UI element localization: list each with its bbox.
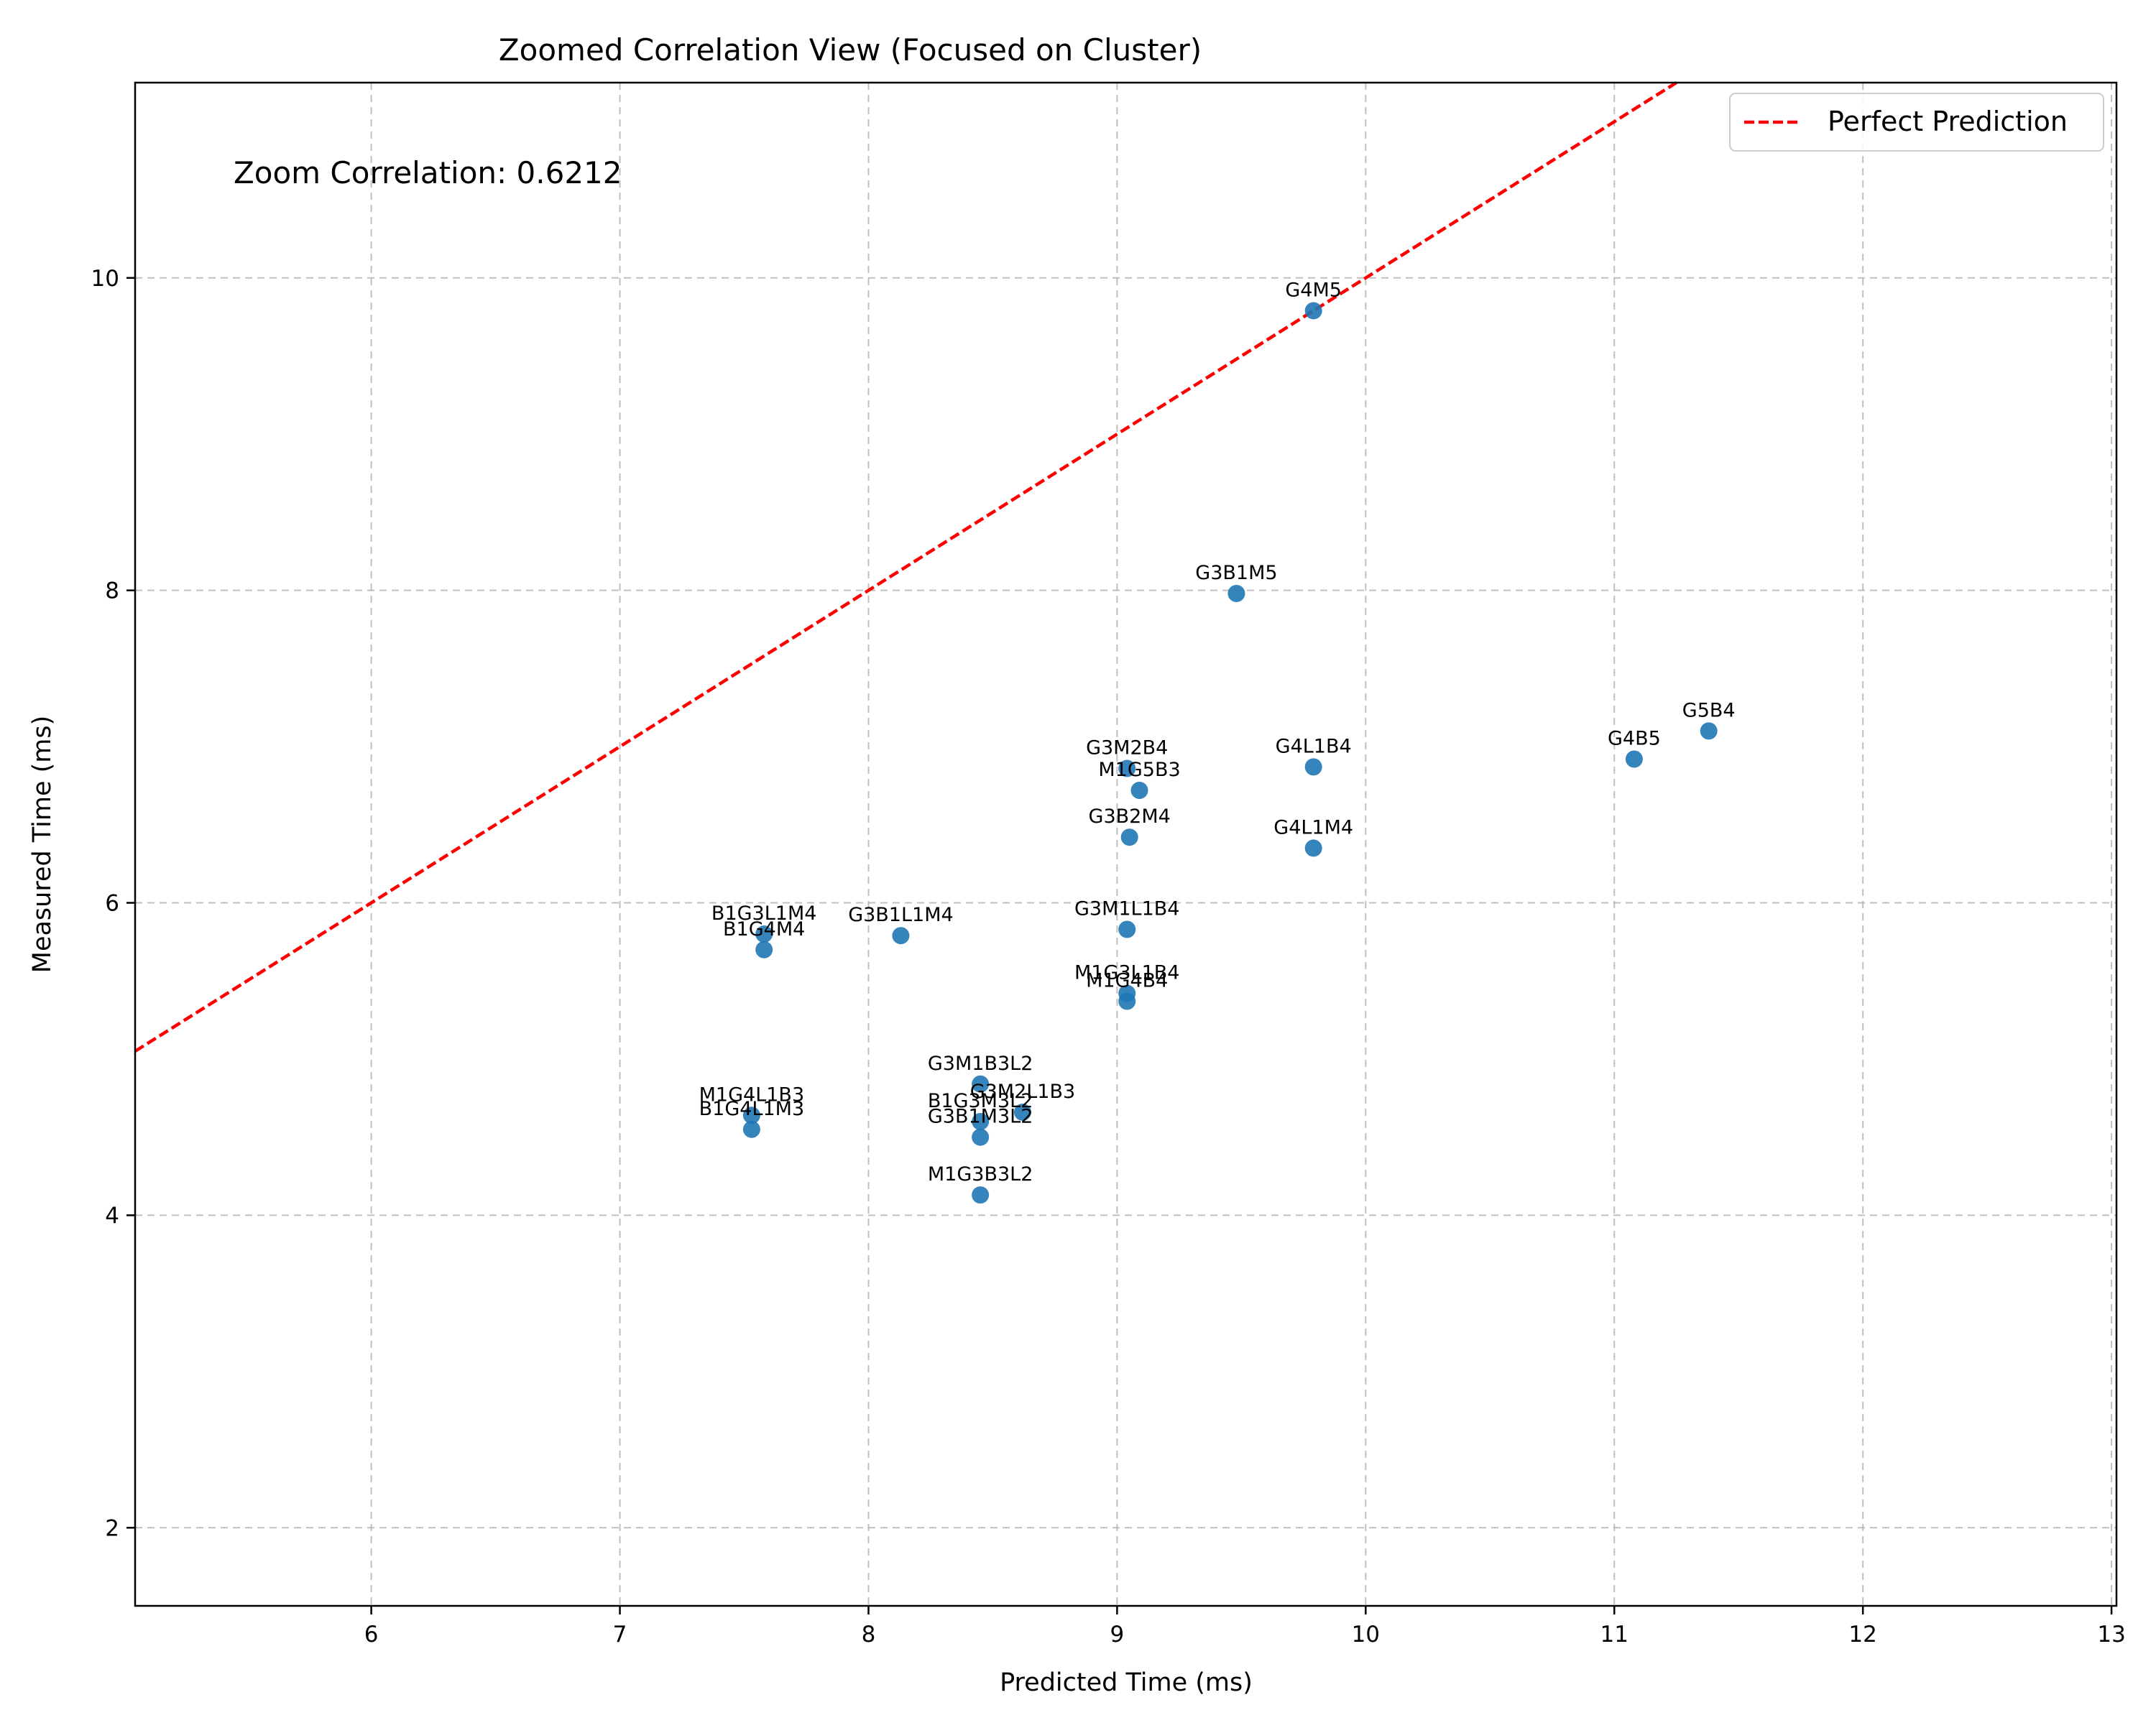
point-g3b1m5 — [1227, 585, 1245, 603]
x-tick-label-11: 11 — [1600, 1622, 1628, 1648]
point-b1g3m3l2 — [972, 1112, 990, 1130]
axis-ticks: 6 7 8 9 10 11 12 13 2 4 6 8 10 — [91, 266, 2126, 1648]
point-m1g4b4 — [1118, 992, 1136, 1010]
grid — [135, 83, 2116, 1606]
y-tick-label-2: 2 — [105, 1515, 119, 1541]
point-label-b1g4m4: B1G4M4 — [723, 918, 805, 941]
point-label-m1g3l1b4: M1G3L1B4 — [1074, 962, 1180, 984]
x-tick-label-8: 8 — [862, 1622, 876, 1648]
point-m1g3b3l2 — [972, 1186, 990, 1204]
perfect-prediction-line — [134, 81, 1677, 1053]
point-label-m1g3b3l2: M1G3B3L2 — [928, 1163, 1033, 1186]
point-label-g5b4: G5B4 — [1682, 699, 1736, 721]
point-g3b1m3l2 — [972, 1128, 990, 1146]
point-b1g4l1m3 — [742, 1120, 760, 1138]
point-label-g3m2b4: G3M2B4 — [1086, 737, 1168, 759]
point-label-g3b1m3l2: G3B1M3L2 — [928, 1106, 1033, 1128]
point-g3m2l1b3 — [1013, 1103, 1031, 1121]
x-tick-label-12: 12 — [1848, 1622, 1876, 1648]
y-tick-label-4: 4 — [105, 1203, 119, 1229]
point-label-g3b1l1m4: G3B1L1M4 — [848, 904, 954, 926]
point-label-g3m1b3l2: G3M1B3L2 — [928, 1053, 1033, 1075]
point-g3b2m4 — [1120, 828, 1138, 846]
point-label-g4b5: G4B5 — [1608, 727, 1661, 749]
point-label-m1g5b3: M1G5B3 — [1098, 759, 1180, 781]
correlation-annotation: Zoom Correlation: 0.6212 — [234, 155, 622, 190]
x-tick-label-10: 10 — [1352, 1622, 1380, 1648]
point-b1g4m4 — [755, 941, 773, 958]
y-tick-label-8: 8 — [105, 578, 119, 604]
point-m1g5b3 — [1130, 781, 1148, 799]
point-g4m5 — [1304, 302, 1322, 320]
point-g3m1l1b4 — [1118, 920, 1136, 938]
point-g3b1l1m4 — [892, 927, 910, 945]
x-tick-label-6: 6 — [364, 1622, 379, 1648]
point-label-m1g4b4: M1G4B4 — [1086, 970, 1168, 992]
reference-line-layer — [134, 81, 1677, 1053]
point-g5b4 — [1700, 722, 1718, 740]
y-axis-label: Measured Time (ms) — [28, 716, 57, 974]
point-g4l1b4 — [1304, 758, 1322, 776]
point-g4b5 — [1625, 750, 1643, 768]
point-m1g4l1b3 — [742, 1106, 760, 1124]
legend-entry-perfect-prediction: Perfect Prediction — [1828, 106, 2068, 137]
plot-frame — [134, 81, 2118, 1607]
y-tick-label-6: 6 — [105, 891, 119, 917]
point-g3m1b3l2 — [972, 1075, 990, 1093]
point-label-g3m2l1b3: G3M2L1B3 — [970, 1081, 1076, 1103]
legend-frame — [1729, 93, 2104, 152]
point-label-b1g3l1m4: B1G3L1M4 — [711, 902, 817, 925]
point-label-m1g4l1b3: M1G4L1B3 — [699, 1084, 805, 1106]
y-tick-label-10: 10 — [91, 266, 119, 292]
point-b1g3l1m4 — [755, 925, 773, 943]
point-label-g4l1m4: G4L1M4 — [1273, 816, 1353, 838]
point-label-g4l1b4: G4L1B4 — [1276, 735, 1352, 757]
point-label-g3m1l1b4: G3M1L1B4 — [1074, 898, 1180, 920]
x-tick-label-9: 9 — [1110, 1622, 1125, 1648]
legend: Perfect Prediction — [1729, 93, 2104, 152]
point-label-g3b1m5: G3B1M5 — [1195, 562, 1277, 584]
point-label-g3b2m4: G3B2M4 — [1089, 805, 1171, 828]
point-label-b1g4l1m3: B1G4L1M3 — [699, 1098, 805, 1120]
point-g4l1m4 — [1304, 839, 1322, 857]
point-label-g4m5: G4M5 — [1285, 279, 1342, 301]
x-tick-label-7: 7 — [613, 1622, 627, 1648]
points-layer — [742, 302, 1718, 1204]
x-tick-label-13: 13 — [2097, 1622, 2125, 1648]
x-axis-label: Predicted Time (ms) — [1000, 1668, 1253, 1697]
point-label-b1g3m3l2: B1G3M3L2 — [928, 1090, 1033, 1112]
chart-title: Zoomed Correlation View (Focused on Clus… — [499, 32, 1202, 68]
point-g3m2b4 — [1118, 759, 1136, 777]
